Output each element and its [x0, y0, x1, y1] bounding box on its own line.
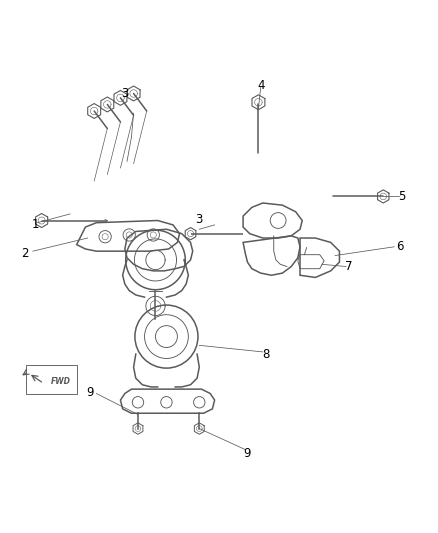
Text: 4: 4 — [258, 79, 265, 92]
Text: FWD: FWD — [50, 377, 71, 386]
Text: 6: 6 — [396, 240, 403, 253]
Text: 9: 9 — [244, 447, 251, 460]
Text: 7: 7 — [345, 260, 353, 273]
Text: 1: 1 — [32, 219, 40, 231]
Text: 3: 3 — [121, 87, 128, 100]
Text: 5: 5 — [399, 190, 406, 203]
Text: 9: 9 — [86, 386, 94, 399]
Text: 2: 2 — [21, 247, 29, 260]
Text: 3: 3 — [196, 213, 203, 225]
Text: 8: 8 — [263, 348, 270, 361]
